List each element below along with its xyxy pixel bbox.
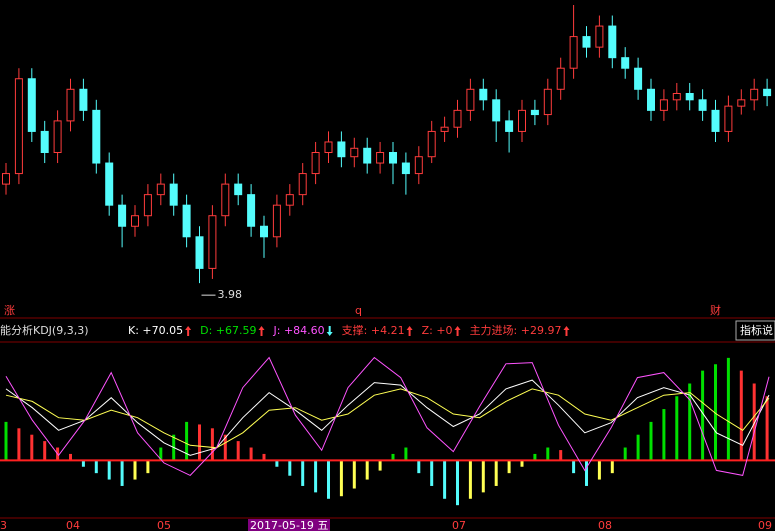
candle-body bbox=[453, 109, 462, 128]
candle-body bbox=[324, 141, 333, 153]
candle-body bbox=[389, 152, 397, 164]
low-marker-label: 3.98 bbox=[218, 288, 243, 301]
candle-body bbox=[221, 183, 230, 217]
indicator-title: 能分析KDJ(9,3,3) bbox=[0, 323, 89, 337]
candle-body bbox=[724, 105, 733, 132]
candle-body bbox=[634, 67, 643, 90]
top-label: q bbox=[355, 304, 362, 317]
indicator-button[interactable] bbox=[735, 320, 775, 341]
candle-body bbox=[556, 67, 565, 90]
candle-body bbox=[466, 88, 475, 111]
kdj-line bbox=[5, 388, 770, 449]
candle-body bbox=[260, 225, 268, 238]
candle-body bbox=[505, 120, 514, 132]
readout: K: +70.05 bbox=[128, 324, 183, 337]
candle-body bbox=[750, 88, 759, 101]
candle-body bbox=[131, 215, 139, 227]
candle-body bbox=[53, 120, 62, 154]
indicator-button-label[interactable]: 指标说 bbox=[740, 323, 773, 337]
candle-body bbox=[234, 183, 243, 196]
candle-body bbox=[298, 173, 307, 196]
candle-body bbox=[685, 93, 694, 101]
candle-body bbox=[311, 152, 320, 175]
readout: D: +67.59 bbox=[200, 324, 256, 337]
trend-arrow bbox=[406, 326, 413, 336]
trend-arrow bbox=[563, 326, 570, 336]
candle-body bbox=[169, 183, 178, 206]
candle-body bbox=[247, 194, 256, 227]
kdj-line bbox=[5, 379, 770, 456]
candle-body bbox=[582, 36, 591, 48]
candle-body bbox=[105, 162, 114, 206]
trend-arrow bbox=[185, 326, 192, 336]
x-axis-label: 05 bbox=[157, 519, 171, 531]
trend-arrow bbox=[258, 326, 265, 336]
candle-body bbox=[182, 204, 191, 238]
x-axis-label: 07 bbox=[452, 519, 466, 531]
candle-body bbox=[195, 236, 204, 269]
candle-body bbox=[27, 78, 36, 132]
candle-body bbox=[14, 78, 23, 175]
candle-body bbox=[711, 109, 720, 132]
candle-body bbox=[479, 88, 488, 101]
candle-body bbox=[543, 88, 552, 116]
candle-body bbox=[92, 109, 101, 164]
readout: Z: +0 bbox=[422, 324, 453, 337]
candle-body bbox=[737, 99, 746, 107]
candle-body bbox=[208, 215, 217, 269]
candle-body bbox=[272, 204, 281, 238]
candle-body bbox=[569, 36, 578, 69]
x-axis-label: 3 bbox=[0, 519, 7, 531]
trend-arrow bbox=[454, 326, 461, 336]
candle-body bbox=[647, 88, 655, 111]
candle-body bbox=[376, 152, 385, 164]
candle-body bbox=[672, 93, 681, 101]
candle-body bbox=[595, 25, 604, 48]
candle-body bbox=[350, 147, 359, 158]
readout: J: +84.60 bbox=[273, 324, 325, 337]
candle-body bbox=[337, 141, 346, 158]
candle-body bbox=[363, 147, 372, 164]
candle-body bbox=[414, 156, 423, 175]
trend-arrow bbox=[326, 326, 333, 336]
x-axis-label: 2017-05-19 五 bbox=[250, 519, 328, 531]
candle-body bbox=[518, 109, 526, 132]
candle-body bbox=[530, 109, 539, 116]
candle-body bbox=[285, 194, 294, 206]
candle-body bbox=[621, 57, 630, 69]
kdj-line bbox=[5, 356, 770, 477]
readout: 支撑: +4.21 bbox=[342, 323, 405, 337]
candle-body bbox=[608, 25, 617, 59]
candle-body bbox=[66, 88, 75, 122]
top-label: 涨 bbox=[4, 304, 15, 317]
readout: 主力进场: +29.97 bbox=[470, 323, 562, 337]
candle-body bbox=[2, 173, 10, 185]
candle-body bbox=[143, 194, 152, 217]
candle-body bbox=[659, 99, 668, 111]
x-axis-label: 08 bbox=[598, 519, 612, 531]
candle-body bbox=[40, 130, 49, 154]
candle-body bbox=[440, 126, 449, 132]
candle-body bbox=[118, 204, 127, 227]
candle-body bbox=[698, 99, 707, 111]
candle-body bbox=[401, 162, 410, 175]
candle-body bbox=[156, 183, 165, 196]
x-axis-label: 04 bbox=[66, 519, 80, 531]
date-cursor-bg bbox=[248, 519, 330, 531]
top-label: 财 bbox=[710, 303, 721, 317]
x-axis-label: 09 bbox=[758, 519, 772, 531]
candle-body bbox=[427, 130, 436, 158]
candle-body bbox=[763, 88, 772, 97]
candle-body bbox=[79, 88, 88, 111]
candle-body bbox=[492, 99, 501, 122]
